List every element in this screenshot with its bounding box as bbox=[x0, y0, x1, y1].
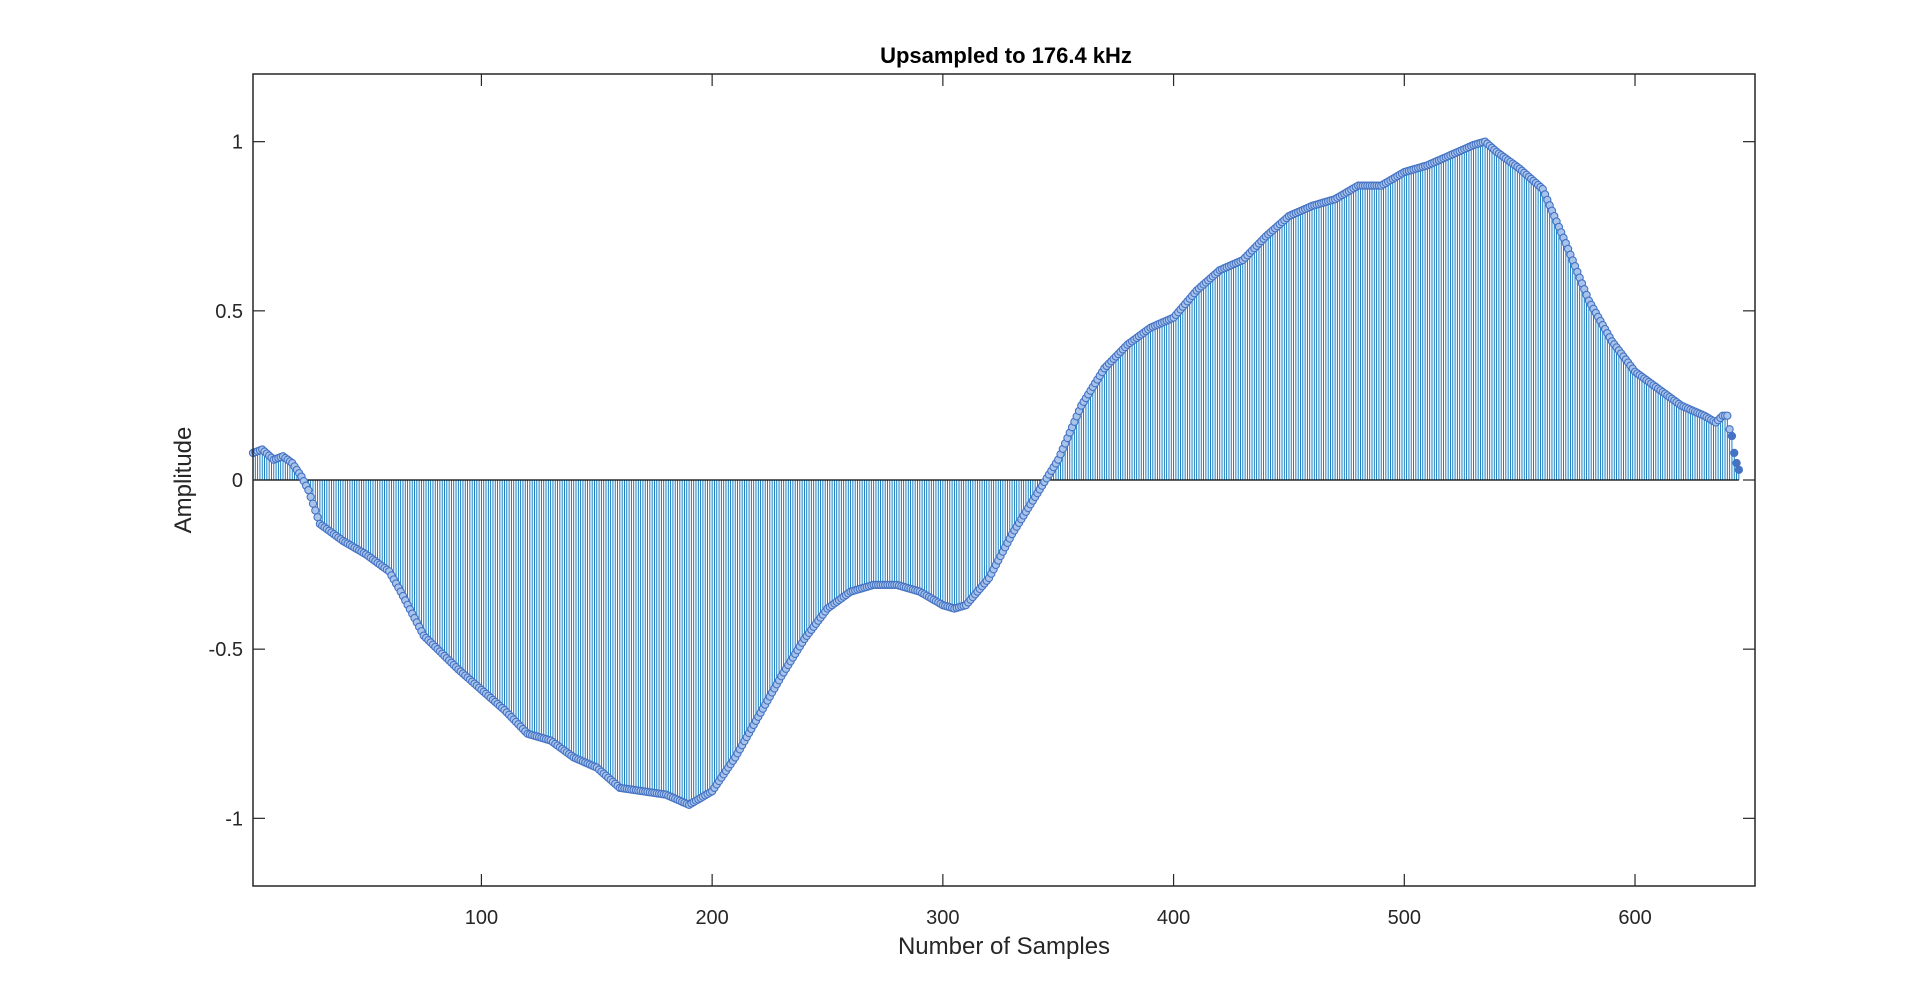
y-tick-label: 0.5 bbox=[215, 301, 243, 323]
y-tick-label: -0.5 bbox=[209, 639, 243, 661]
y-axis: -1 -0.5 0 0.5 1 bbox=[209, 132, 1755, 830]
x-tick-label: 300 bbox=[926, 907, 959, 929]
x-tick-label: 200 bbox=[695, 907, 728, 929]
stem-marker bbox=[311, 506, 320, 515]
stem-marker bbox=[1734, 465, 1743, 474]
stem-marker bbox=[313, 513, 322, 522]
y-tick-label: 1 bbox=[232, 132, 243, 154]
x-axis-label: Number of Samples bbox=[898, 933, 1110, 960]
stem-lines bbox=[252, 141, 1740, 805]
chart-title: Upsampled to 176.4 kHz bbox=[880, 43, 1132, 68]
stem-marker bbox=[308, 499, 318, 508]
stem-marker bbox=[1727, 431, 1737, 441]
stem-marker bbox=[304, 485, 313, 495]
x-axis: 100 200 300 400 500 600 bbox=[465, 74, 1652, 929]
y-tick-label: 0 bbox=[232, 470, 243, 492]
stem-marker bbox=[1732, 458, 1741, 468]
x-tick-label: 400 bbox=[1157, 907, 1190, 929]
y-tick-label: -1 bbox=[225, 808, 243, 830]
x-tick-label: 500 bbox=[1388, 907, 1421, 929]
y-axis-label: Amplitude bbox=[170, 427, 197, 534]
stem-marker bbox=[1725, 425, 1734, 434]
stem-marker bbox=[1730, 448, 1739, 458]
stem-markers bbox=[248, 137, 1743, 809]
x-tick-label: 600 bbox=[1618, 907, 1651, 929]
stem-marker bbox=[1723, 411, 1732, 420]
stem-marker bbox=[306, 492, 315, 502]
x-tick-label: 100 bbox=[465, 907, 498, 929]
